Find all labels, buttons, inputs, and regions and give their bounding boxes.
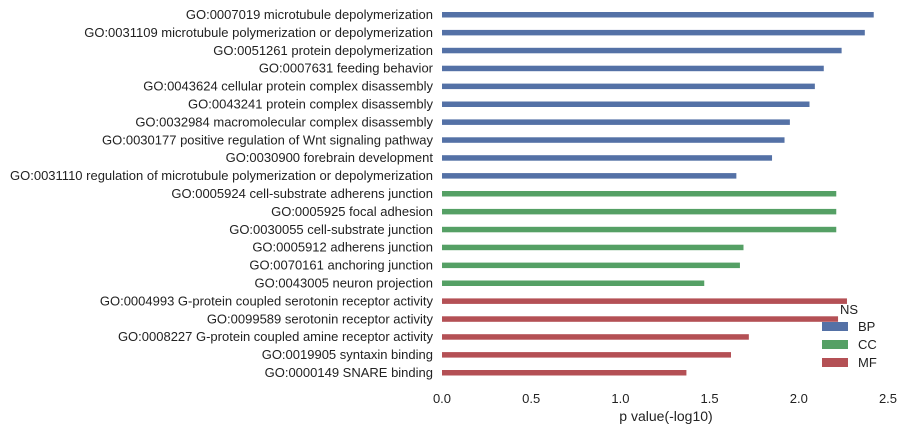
bar-bp [442,173,737,179]
x-tick-label: 0.0 [433,391,451,406]
category-label: GO:0005925 focal adhesion [271,204,433,219]
bar-bp [442,101,810,107]
category-label: GO:0019905 syntaxin binding [262,347,433,362]
bar-bp [442,155,773,161]
legend-label: BP [858,319,875,334]
category-label: GO:0004993 G-protein coupled serotonin r… [100,293,434,308]
category-label: GO:0007019 microtubule depolymerization [186,7,433,22]
bar-bp [442,47,842,54]
category-label: GO:0008227 G-protein coupled amine recep… [118,329,434,344]
category-label: GO:0051261 protein depolymerization [213,43,433,58]
bar-mf [442,352,732,358]
bar-bp [442,12,874,18]
bar-bp [442,29,865,36]
x-axis-label: p value(-log10) [619,408,712,424]
x-tick-label: 1.5 [701,391,719,406]
category-label: GO:0030055 cell-substrate junction [229,222,433,237]
category-label: GO:0099589 serotonin receptor activity [207,311,434,326]
x-axis-ticks: 0.0 0.5 1.0 1.5 2.0 2.5 [433,391,897,406]
category-label: GO:0030177 positive regulation of Wnt si… [102,132,433,147]
bar-bp [442,65,824,72]
bar-cc [442,244,744,251]
legend-label: MF [858,355,877,370]
bar-bp [442,137,785,143]
x-tick-label: 2.0 [790,391,808,406]
x-tick-label: 1.0 [611,391,629,406]
x-tick-label: 0.5 [522,391,540,406]
category-label: GO:0005924 cell-substrate adherens junct… [171,186,433,201]
category-label: GO:0031110 regulation of microtubule pol… [10,168,433,183]
category-label: GO:0007631 feeding behavior [259,61,434,76]
legend: NS BP CC MF [822,302,877,370]
bar-bp [442,83,815,90]
legend-label: CC [858,337,877,352]
legend-title: NS [840,302,858,317]
bar-cc [442,208,837,215]
category-label: GO:0070161 anchoring junction [249,258,433,273]
category-label: GO:0032984 macromolecular complex disass… [135,114,433,129]
category-label: GO:0031109 microtubule polymerization or… [84,25,433,40]
category-labels: GO:0007019 microtubule depolymerization G… [10,7,434,380]
bar-mf [442,370,687,376]
bar-bp [442,119,790,125]
bars [442,12,874,376]
x-tick-label: 2.5 [879,391,897,406]
category-label: GO:0005912 adherens junction [252,240,433,255]
bar-cc [442,280,705,286]
category-label: GO:0043624 cellular protein complex disa… [143,79,433,94]
legend-swatch-mf [822,358,848,367]
category-label: GO:0000149 SNARE binding [265,365,433,380]
bar-cc [442,226,837,233]
legend-swatch-cc [822,340,848,349]
category-label: GO:0030900 forebrain development [226,150,434,165]
bar-mf [442,316,839,322]
category-label: GO:0043241 protein complex disassembly [188,97,433,112]
bar-cc [442,191,837,197]
category-label: GO:0043005 neuron projection [254,276,433,291]
bar-mf [442,298,847,304]
legend-swatch-bp [822,322,848,331]
bar-mf [442,334,749,340]
bar-cc [442,262,740,269]
